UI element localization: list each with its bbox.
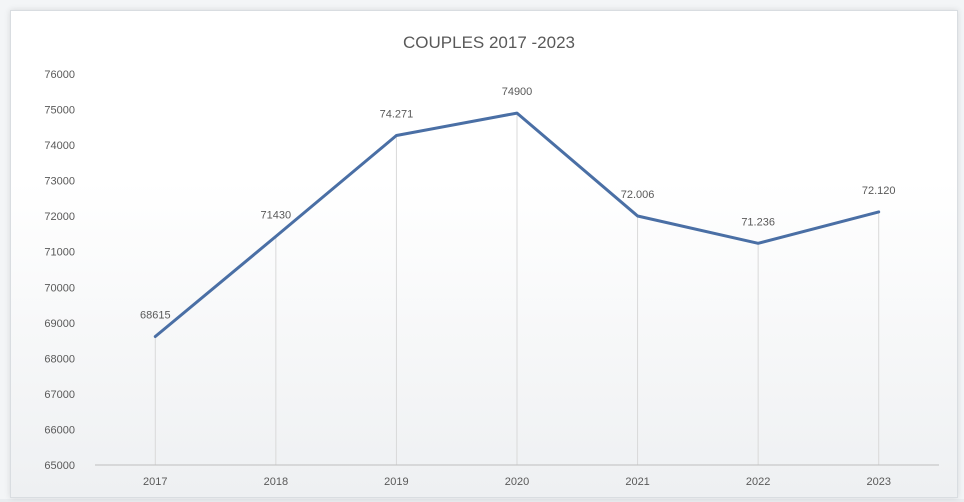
chart-title: COUPLES 2017 -2023 xyxy=(403,33,575,52)
x-tick-label: 2020 xyxy=(505,476,529,488)
data-label: 72.006 xyxy=(621,189,655,201)
y-tick-label: 66000 xyxy=(44,424,75,436)
data-label: 74900 xyxy=(502,86,533,98)
y-tick-label: 75000 xyxy=(44,105,75,117)
y-tick-label: 71000 xyxy=(44,247,75,259)
y-tick-label: 72000 xyxy=(44,211,75,223)
data-label: 68615 xyxy=(140,310,171,322)
y-tick-label: 73000 xyxy=(44,176,75,188)
x-tick-label: 2019 xyxy=(384,476,408,488)
x-tick-label: 2018 xyxy=(264,476,288,488)
y-tick-label: 76000 xyxy=(44,69,75,81)
data-label: 71.236 xyxy=(741,216,775,228)
x-tick-label: 2023 xyxy=(866,476,890,488)
y-tick-label: 70000 xyxy=(44,282,75,294)
y-axis-tick-labels: 65000 66000 67000 68000 69000 70000 71000 72000… xyxy=(44,69,75,472)
y-tick-label: 67000 xyxy=(44,389,75,401)
data-label: 72.120 xyxy=(862,185,896,197)
line-chart: COUPLES 2017 -2023 650006600067000680006… xyxy=(44,33,939,488)
x-tick-label: 2022 xyxy=(746,476,770,488)
y-tick-label: 74000 xyxy=(44,140,75,152)
x-axis-tick-labels: 2017 2018 2019 2020 2021 2022 2023 xyxy=(143,476,891,488)
y-tick-label: 65000 xyxy=(44,460,75,472)
series-line xyxy=(153,111,881,338)
data-label: 74.271 xyxy=(380,108,414,120)
x-tick-label: 2017 xyxy=(143,476,167,488)
y-tick-label: 69000 xyxy=(44,318,75,330)
drop-lines xyxy=(154,113,880,465)
x-tick-label: 2021 xyxy=(625,476,649,488)
chart-card: COUPLES 2017 -2023 65000 66000 67000 68000 6… xyxy=(10,10,958,498)
data-label: 71430 xyxy=(261,209,292,221)
y-tick-label: 68000 xyxy=(44,353,75,365)
data-labels: 68615 71430 74.271 74900 72.006 71.236 72.120 xyxy=(140,86,896,321)
